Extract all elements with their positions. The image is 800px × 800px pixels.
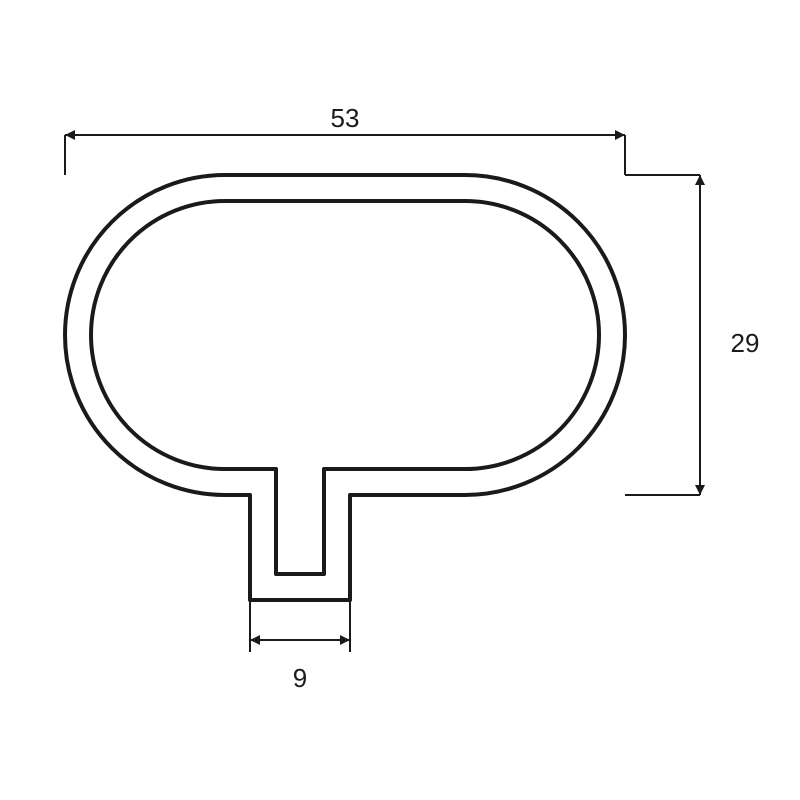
arrowhead-icon bbox=[615, 130, 625, 140]
dimension-stem-label: 9 bbox=[293, 663, 307, 693]
part-outline bbox=[65, 175, 625, 600]
arrowhead-icon bbox=[695, 175, 705, 185]
arrowhead-icon bbox=[250, 635, 260, 645]
dimension-height-label: 29 bbox=[731, 328, 760, 358]
dimension-width-label: 53 bbox=[331, 103, 360, 133]
dimension-height: 29 bbox=[625, 175, 759, 495]
dimension-stem: 9 bbox=[250, 600, 350, 693]
arrowhead-icon bbox=[340, 635, 350, 645]
dimension-width: 53 bbox=[65, 103, 625, 175]
arrowhead-icon bbox=[65, 130, 75, 140]
arrowhead-icon bbox=[695, 485, 705, 495]
